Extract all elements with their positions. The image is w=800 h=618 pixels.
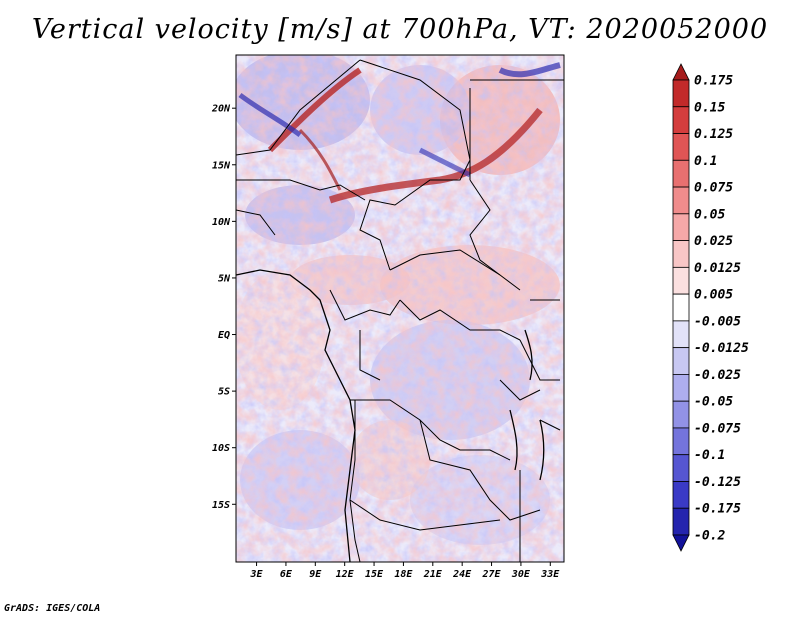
lat-label: 10N — [212, 217, 231, 228]
colorbar-swatch — [672, 400, 690, 429]
colorbar-label: 0.175 — [694, 74, 733, 89]
country-borders — [236, 59, 564, 562]
colorbar-swatch — [672, 320, 690, 349]
colorbar-label: -0.175 — [694, 502, 741, 517]
lat-label: 10S — [212, 443, 230, 454]
lat-label: 15N — [212, 160, 231, 171]
colorbar-label: -0.2 — [694, 529, 725, 544]
colorbar-label: 0.15 — [694, 100, 725, 115]
colorbar: 0.175 0.15 0.125 0.1 0.075 0.05 0.025 0.0125 0.0… — [672, 63, 749, 552]
lat-label: 20N — [211, 104, 231, 115]
colorbar-swatch — [672, 213, 690, 241]
colorbar-swatch — [672, 507, 690, 536]
colorbar-swatch — [672, 481, 690, 509]
colorbar-label: 0.1 — [694, 154, 717, 169]
lon-label: 18E — [394, 569, 413, 580]
lon-label: 30E — [511, 569, 531, 580]
colorbar-label: 0.125 — [694, 127, 733, 142]
colorbar-label: -0.075 — [694, 421, 741, 436]
colorbar-swatch — [672, 159, 690, 188]
colorbar-swatch — [672, 266, 690, 295]
lon-label: 12E — [336, 569, 355, 580]
lon-label: 33E — [540, 569, 560, 580]
coastline — [236, 269, 545, 562]
colorbar-label: 0.075 — [694, 181, 733, 196]
colorbar-swatch — [672, 106, 690, 134]
colorbar-label: 0.0125 — [694, 261, 741, 276]
lon-label: 9E — [309, 569, 322, 580]
lon-label: 24E — [452, 569, 472, 580]
colorbar-bottom-arrow — [672, 534, 690, 552]
lon-label: 27E — [482, 569, 502, 580]
colorbar-label: -0.05 — [694, 395, 733, 410]
colorbar-swatch — [672, 454, 690, 482]
colorbar-label: -0.0125 — [694, 341, 749, 356]
lat-label: 5N — [218, 273, 231, 284]
colorbar-label: 0.025 — [694, 234, 733, 249]
colorbar-swatch — [672, 186, 690, 215]
colorbar-swatch — [672, 293, 690, 322]
lon-label: 6E — [280, 569, 293, 580]
chart-title: Vertical velocity [m/s] at 700hPa, VT: 2… — [31, 14, 769, 45]
latitude-axis: 20N 15N 10N 5N EQ 5S 10S 15S — [211, 104, 236, 511]
lon-label: 15E — [365, 569, 384, 580]
colorbar-swatch — [672, 240, 690, 268]
lat-label: EQ — [218, 330, 230, 341]
colorbar-swatch — [672, 347, 690, 375]
colorbar-label: -0.125 — [694, 475, 741, 490]
colorbar-swatch — [672, 427, 690, 456]
colorbar-swatch — [672, 374, 690, 402]
lon-label: 21E — [423, 569, 443, 580]
map-frame — [235, 54, 565, 563]
lat-label: 5S — [218, 387, 230, 398]
colorbar-label: 0.005 — [694, 288, 733, 303]
credit-text: GrADS: IGES/COLA — [4, 603, 101, 614]
velocity-field — [236, 55, 564, 562]
longitude-axis: 3E 6E 9E 12E 15E 18E 21E 24E 27E 30E 33E — [250, 562, 560, 580]
colorbar-swatch — [672, 133, 690, 161]
colorbar-label: -0.005 — [694, 314, 741, 329]
lon-label: 3E — [250, 569, 264, 580]
colorbar-label: -0.1 — [694, 448, 725, 463]
colorbar-top-arrow — [672, 63, 690, 81]
colorbar-swatch — [672, 79, 690, 108]
colorbar-label: 0.05 — [694, 207, 725, 222]
lat-label: 15S — [212, 500, 230, 511]
colorbar-label: -0.025 — [694, 368, 741, 383]
